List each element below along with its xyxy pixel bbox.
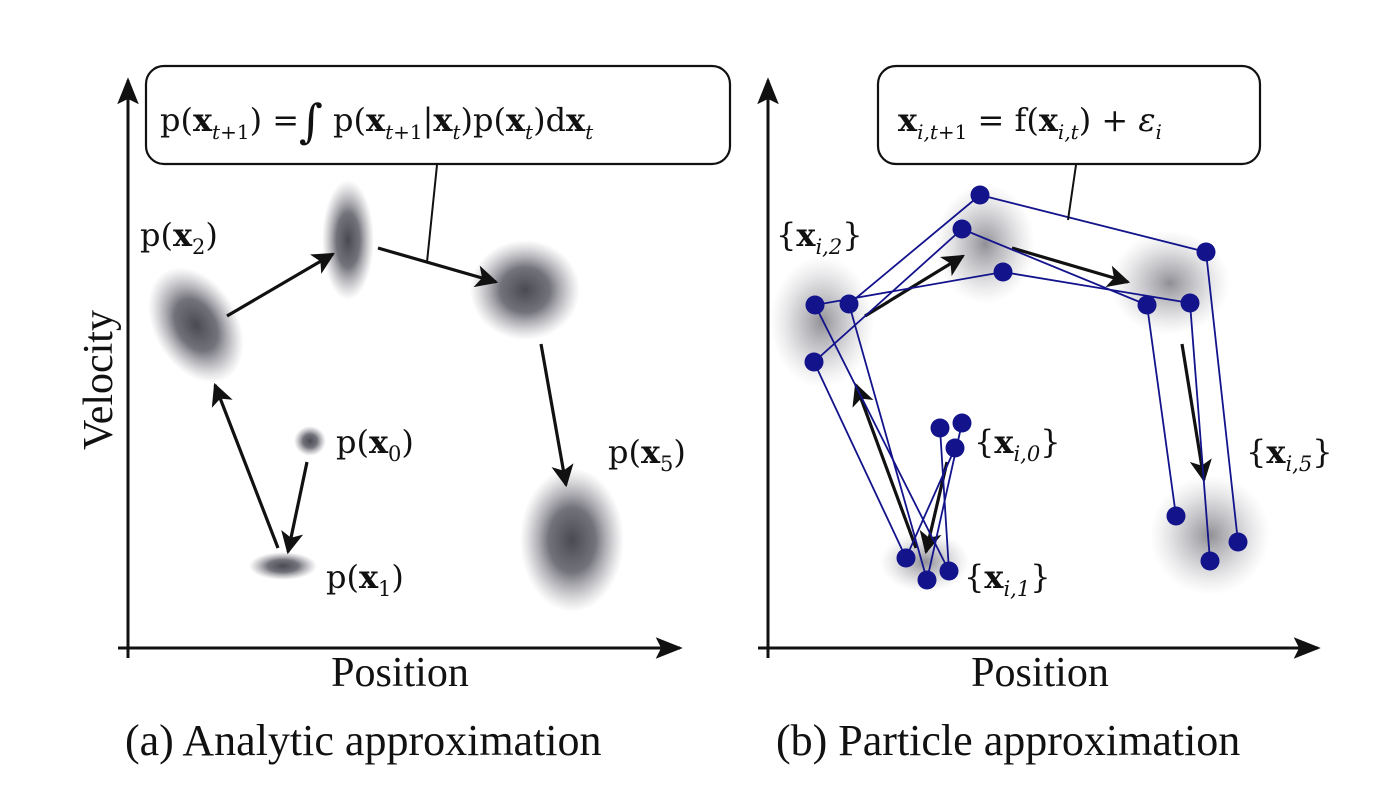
label-p-x1: p(x1) xyxy=(326,558,404,601)
arrow-x4-to-x5 xyxy=(539,343,574,488)
callout-pointer xyxy=(426,164,438,263)
arrow-b-x2-to-x3 xyxy=(864,254,965,318)
distribution-x1 xyxy=(249,552,317,580)
label-p-x2: p(x2) xyxy=(140,216,218,259)
label-set-x0: {xi,0} xyxy=(974,423,1061,466)
distribution-x2 xyxy=(148,267,244,383)
label-set-x2: {xi,2} xyxy=(776,216,863,259)
particle-t2-c xyxy=(805,295,825,315)
formula-box-b xyxy=(876,64,1262,166)
label-p-x5: p(x5) xyxy=(608,433,686,476)
arrow-x0-to-x1 xyxy=(281,461,309,555)
caption-analytic: (a) Analytic approximation xyxy=(125,716,602,765)
particle-t0-c xyxy=(930,418,950,438)
particle-t3-b xyxy=(970,185,990,205)
callout-pointer-b xyxy=(1067,164,1077,221)
formula-box xyxy=(144,64,732,166)
particle-t1-c xyxy=(939,561,959,581)
particle-t4-b xyxy=(1196,242,1216,262)
arrow-x1-to-x2 xyxy=(211,382,280,549)
arrow-x3-to-x4 xyxy=(377,246,499,288)
halo-x2 xyxy=(770,256,874,388)
particle-t0-b xyxy=(952,413,972,433)
particle-t4-a xyxy=(1137,295,1157,315)
arrow-b-x3-to-x4 xyxy=(1011,246,1131,288)
particle-t2-a xyxy=(804,352,824,372)
distribution-x5 xyxy=(520,468,624,612)
label-set-x5: {xi,5} xyxy=(1246,433,1333,476)
label-set-x1: {xi,1} xyxy=(964,558,1051,601)
particle-t3-c xyxy=(993,262,1013,282)
particle-t1-a xyxy=(896,548,916,568)
trajectory-1 xyxy=(812,227,1177,561)
x-axis-label-b: Position xyxy=(971,650,1109,696)
formula-particle: xi,t+1 = f(xi,t) + εi xyxy=(898,101,1162,144)
label-p-x0: p(x0) xyxy=(336,423,414,466)
caption-particle: (b) Particle approximation xyxy=(776,716,1241,765)
arrow-b-x4-to-x5 xyxy=(1180,343,1212,483)
distribution-x0 xyxy=(294,426,326,456)
particle-t3-a xyxy=(952,219,972,239)
formula-analytic: p(xt+1) =∫ p(xt+1|xt)p(xt)dxt xyxy=(160,94,594,148)
panel-a: Velocity Position p(xt+1) =∫ p(xt+1|xt)p(… xyxy=(76,64,732,696)
trajectory-3 xyxy=(813,271,1211,572)
particle-t2-b xyxy=(839,294,859,314)
particle-t5-c xyxy=(1200,551,1220,571)
x-axis-label: Position xyxy=(331,650,469,696)
particle-t5-b xyxy=(1228,532,1248,552)
halo-x5 xyxy=(1150,475,1270,595)
particle-t4-c xyxy=(1180,293,1200,313)
y-axis-label: Velocity xyxy=(76,310,122,450)
panel-b: Position xyxy=(757,64,1333,696)
arrow-b-x1-to-x2 xyxy=(852,382,918,549)
particle-t0-a xyxy=(945,438,965,458)
particle-t5-a xyxy=(1166,506,1186,526)
arrow-x2-to-x3 xyxy=(226,252,335,318)
distribution-x3 xyxy=(322,180,374,300)
trajectory-2 xyxy=(847,194,1239,581)
distribution-x4 xyxy=(470,240,580,340)
particle-t1-b xyxy=(917,570,937,590)
